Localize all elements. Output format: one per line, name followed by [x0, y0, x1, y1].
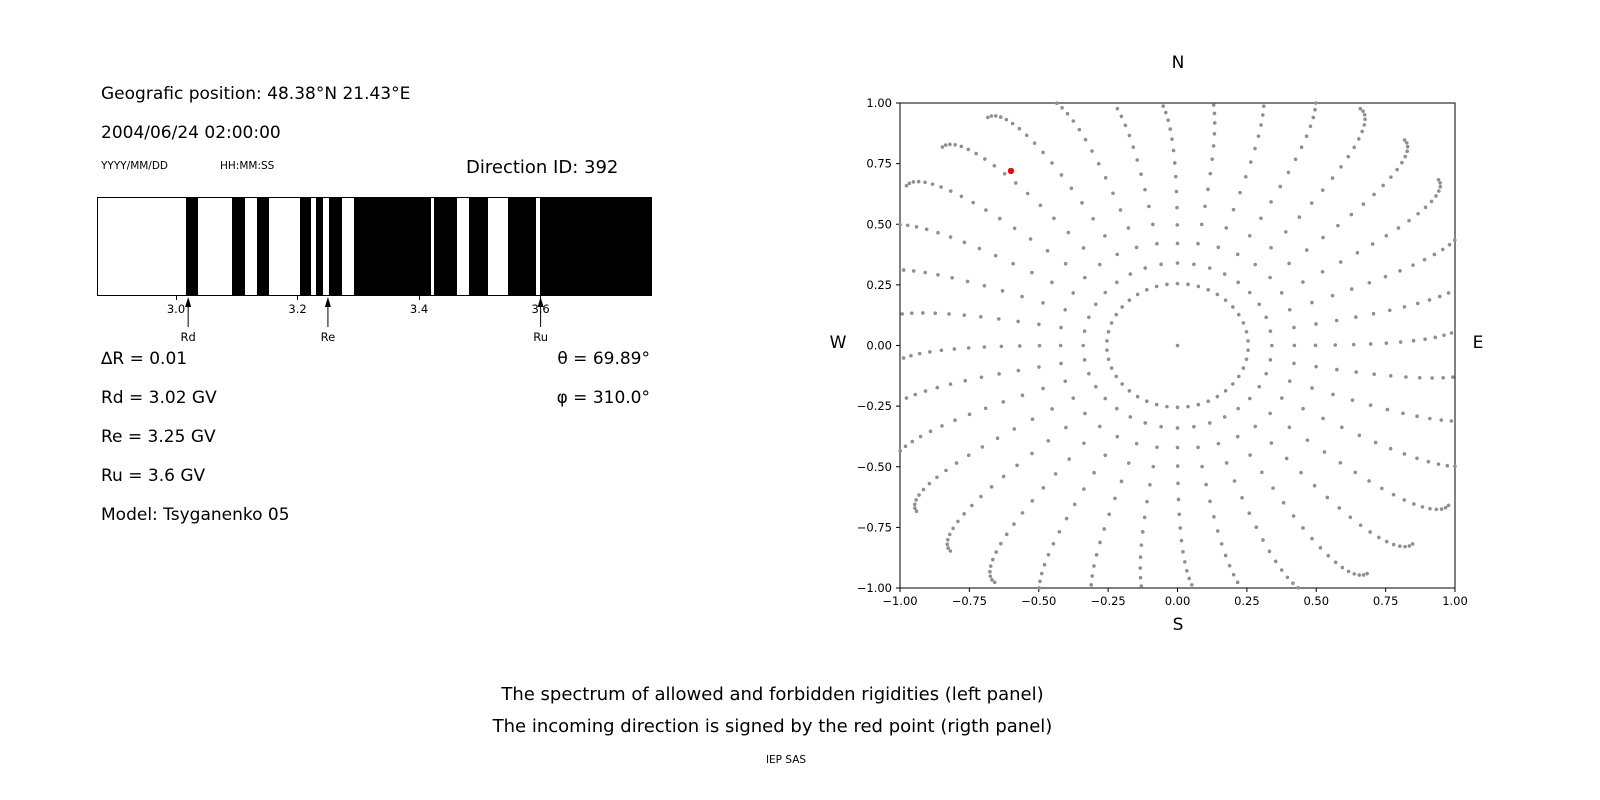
allowed-band — [540, 198, 651, 295]
allowed-band — [434, 198, 457, 295]
theta-value: θ = 69.89° — [557, 349, 650, 369]
axis-tick-label: 3.0 — [166, 302, 186, 316]
axis-tick-label: 3.4 — [409, 302, 429, 316]
credit-label: IEP SAS — [765, 754, 807, 766]
y-tick-label: −0.25 — [857, 399, 892, 413]
direction-grid-dots — [898, 101, 1457, 590]
rd-value: Rd = 3.02 GV — [101, 388, 217, 408]
allowed-band — [508, 198, 536, 295]
allowed-band — [300, 198, 312, 295]
compass-south-label: S — [1172, 615, 1184, 635]
cutoff-marker-label: Ru — [533, 330, 548, 344]
red-point — [1007, 167, 1015, 175]
compass-west-label: W — [829, 333, 847, 353]
axis-tick-label: 3.2 — [288, 302, 307, 316]
x-tick-label: 0.50 — [1303, 594, 1329, 608]
cutoff-marker-label: Re — [321, 330, 336, 344]
axis-tick-mark — [297, 296, 299, 300]
y-tick-label: 1.00 — [866, 96, 892, 110]
allowed-band — [354, 198, 431, 295]
datetime: 2004/06/24 02:00:00 — [101, 123, 281, 143]
direction-id: Direction ID: 392 — [466, 157, 619, 178]
allowed-band — [231, 198, 246, 295]
x-tick-label: 1.00 — [1442, 594, 1468, 608]
x-tick-label: 0.75 — [1373, 594, 1399, 608]
caption-line-1: The spectrum of allowed and forbidden ri… — [501, 684, 1044, 705]
compass-north-label: N — [1171, 53, 1185, 73]
rigidity-spectrum-plot — [97, 197, 652, 296]
cutoff-marker-rd: Rd — [181, 297, 196, 344]
y-tick-label: 0.75 — [866, 157, 892, 171]
y-tick-label: −0.50 — [857, 460, 892, 474]
geographic-position: Geografic position: 48.38°N 21.43°E — [101, 84, 411, 104]
x-tick-label: 0.00 — [1165, 594, 1191, 608]
x-tick-label: −1.00 — [882, 594, 917, 608]
cutoff-marker-re: Re — [321, 297, 336, 344]
y-tick-label: −0.75 — [857, 520, 892, 534]
ru-value: Ru = 3.6 GV — [101, 466, 206, 486]
re-value: Re = 3.25 GV — [101, 427, 216, 447]
y-tick-label: 0.00 — [866, 339, 892, 353]
allowed-band — [186, 198, 198, 295]
phi-value: φ = 310.0° — [556, 388, 650, 408]
axis-tick-mark — [418, 296, 420, 300]
allowed-band — [328, 198, 343, 295]
x-tick-label: 0.25 — [1234, 594, 1260, 608]
direction-plot: −1.00 −0.75 −0.50 −0.25 0.00 0.25 0.50 0.75 1.00… — [857, 96, 1468, 608]
y-tick-label: 0.50 — [866, 217, 892, 231]
x-tick-label: −0.50 — [1021, 594, 1056, 608]
cutoff-marker-ru: Ru — [533, 297, 548, 344]
y-tick-label: −1.00 — [857, 581, 892, 595]
delta-r-value: ∆R = 0.01 — [101, 349, 188, 369]
allowed-band — [256, 198, 270, 295]
caption-line-2: The incoming direction is signed by the … — [492, 716, 1053, 737]
y-tick-label: 0.25 — [866, 278, 892, 292]
allowed-band — [468, 198, 489, 295]
axis-tick-mark — [175, 296, 177, 300]
allowed-band — [315, 198, 323, 295]
x-tick-label: −0.25 — [1091, 594, 1126, 608]
model-name: Model: Tsyganenko 05 — [101, 505, 290, 525]
date-format-label: YYYY/MM/DD — [101, 160, 169, 172]
compass-east-label: E — [1472, 333, 1484, 353]
x-tick-label: −0.75 — [952, 594, 987, 608]
cutoff-arrows: Rd Re Ru — [181, 297, 548, 344]
time-format-label: HH:MM:SS — [220, 160, 275, 172]
cutoff-marker-label: Rd — [181, 330, 196, 344]
